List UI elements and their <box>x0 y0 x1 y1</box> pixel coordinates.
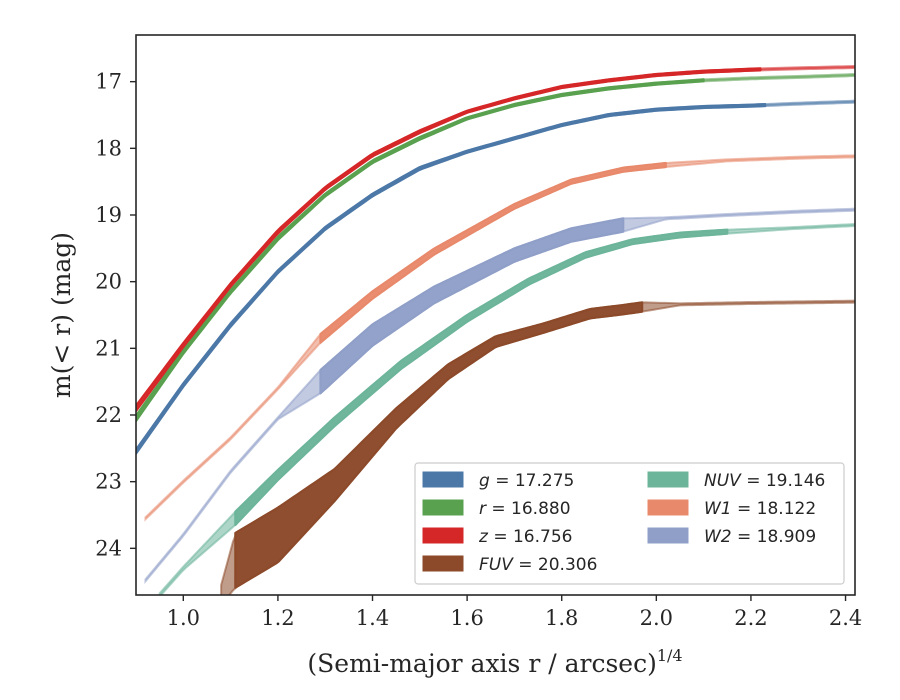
y-tick-label: 24 <box>95 536 122 560</box>
legend-label-g: g = 17.275 <box>479 471 574 491</box>
y-tick-label: 20 <box>95 270 122 294</box>
legend-swatch-nuv <box>647 471 689 488</box>
x-tick-label: 2.4 <box>829 606 862 630</box>
y-tick-label: 22 <box>95 403 122 427</box>
series-w2 <box>144 207 855 585</box>
series-fuv-data <box>234 301 644 589</box>
series-z-data <box>136 67 762 413</box>
x-tick-label: 2.2 <box>734 606 767 630</box>
series-z <box>136 64 855 413</box>
legend-swatch-r <box>422 499 464 516</box>
series-r-data <box>136 78 705 423</box>
legend-label-r: r = 16.880 <box>479 499 571 519</box>
series-r <box>136 72 855 423</box>
y-tick-label: 21 <box>95 336 122 360</box>
series-layer <box>136 64 855 595</box>
legend-label-w1: W1 = 18.122 <box>704 499 816 519</box>
legend-frame <box>414 462 845 585</box>
x-tick-label: 1.8 <box>545 606 578 630</box>
series-g-data <box>136 102 767 455</box>
series-w1 <box>144 154 855 522</box>
series-g <box>136 99 855 456</box>
x-tick-label: 1.6 <box>450 606 483 630</box>
y-tick-label: 17 <box>95 70 122 94</box>
y-tick-label: 19 <box>95 203 122 227</box>
x-tick-label: 1.2 <box>261 606 294 630</box>
plot-frame <box>135 34 856 596</box>
y-axis: 17 18 19 20 21 22 23 24 <box>95 70 136 560</box>
x-tick-label: 1.0 <box>167 606 200 630</box>
series-nuv <box>158 222 855 595</box>
series-fuv <box>220 299 855 595</box>
legend-label-fuv: FUV = 20.306 <box>479 555 597 575</box>
series-w1-data <box>319 161 667 344</box>
legend-label-z: z = 16.756 <box>478 527 572 547</box>
y-axis-label: m(< r) (mag) <box>47 232 76 398</box>
legend-swatch-w1 <box>647 499 689 516</box>
legend-label-w2: W2 = 18.909 <box>704 527 816 547</box>
legend-label-nuv: NUV = 19.146 <box>704 471 825 491</box>
legend-swatch-z <box>422 527 464 544</box>
legend: g = 17.275 r = 16.880 z = 16.756 FUV = 20.3… <box>414 462 845 585</box>
x-axis-label: (Semi-major axis r / arcsec)1/4 <box>307 646 682 678</box>
x-tick-label: 2.0 <box>640 606 673 630</box>
x-tick-label: 1.4 <box>356 606 389 630</box>
legend-swatch-w2 <box>647 527 689 544</box>
x-axis: 1.0 1.2 1.4 1.6 1.8 2.0 2.2 2.4 <box>167 595 862 630</box>
series-w2-data <box>319 217 625 395</box>
legend-swatch-g <box>422 471 464 488</box>
y-tick-label: 18 <box>95 136 122 160</box>
legend-swatch-fuv <box>422 555 464 572</box>
series-nuv-data <box>234 228 729 527</box>
y-tick-label: 23 <box>95 470 122 494</box>
